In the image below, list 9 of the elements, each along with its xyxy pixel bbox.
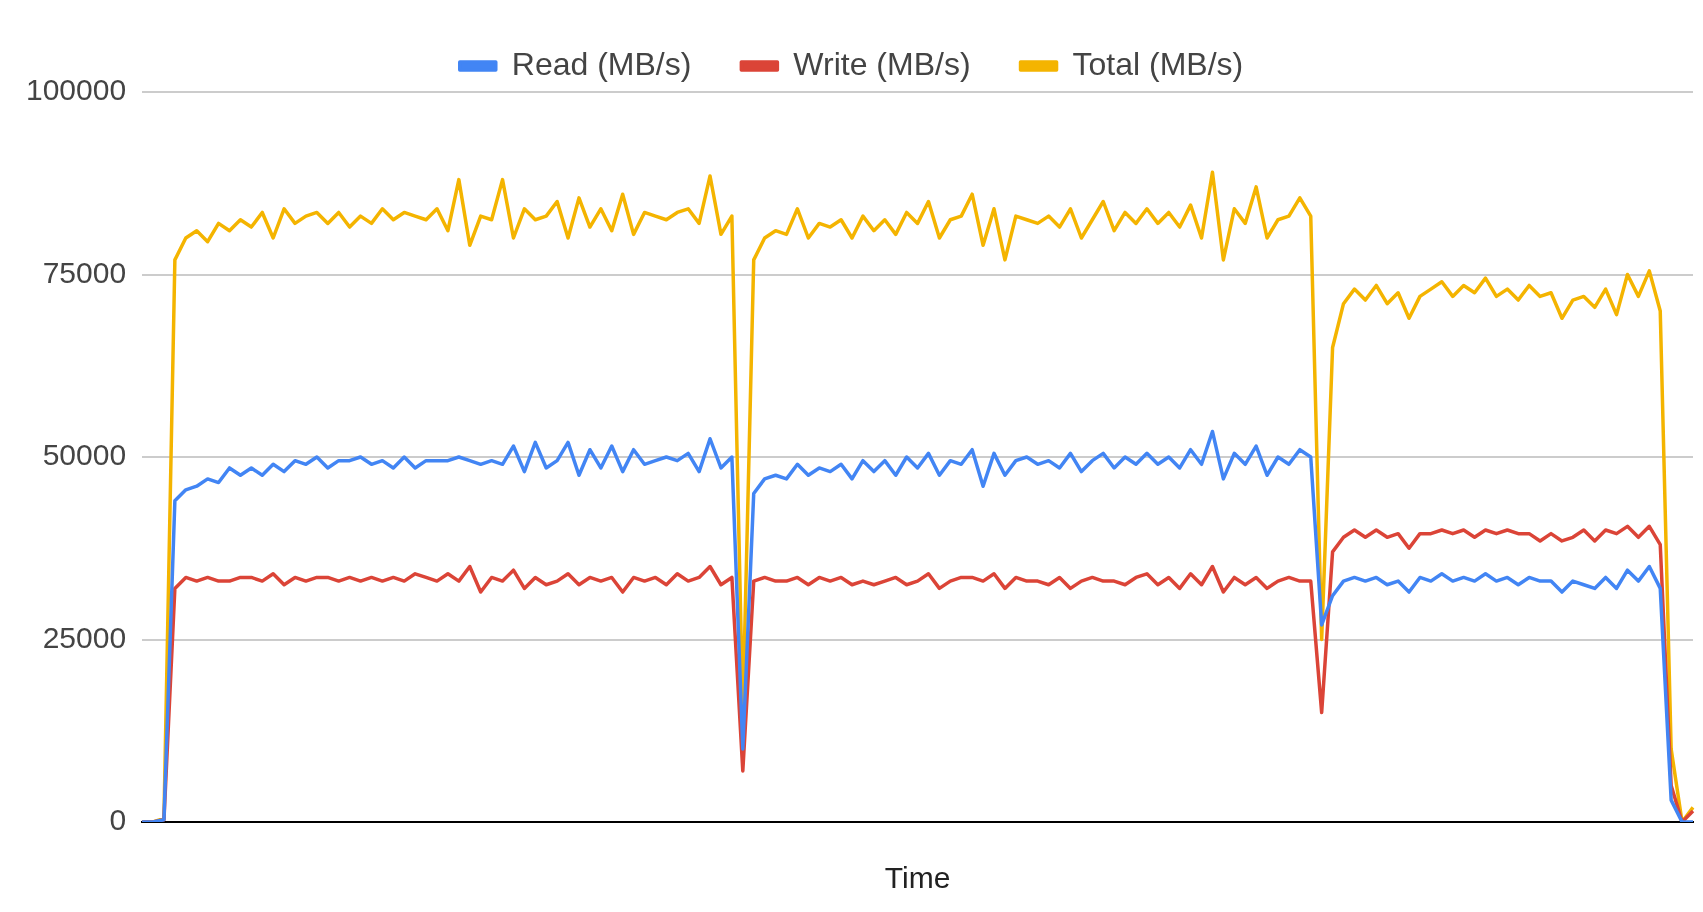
y-tick-label: 0 <box>109 803 127 837</box>
y-tick-label: 75000 <box>42 255 127 289</box>
legend-label: Write (MB/s) <box>793 45 971 82</box>
legend-label: Total (MB/s) <box>1072 45 1244 82</box>
y-tick-label: 25000 <box>42 620 127 654</box>
y-tick-label: 100000 <box>26 73 127 107</box>
legend-label: Read (MB/s) <box>511 45 692 82</box>
x-axis-title: Time <box>884 861 951 895</box>
y-tick-label: 50000 <box>42 438 127 472</box>
